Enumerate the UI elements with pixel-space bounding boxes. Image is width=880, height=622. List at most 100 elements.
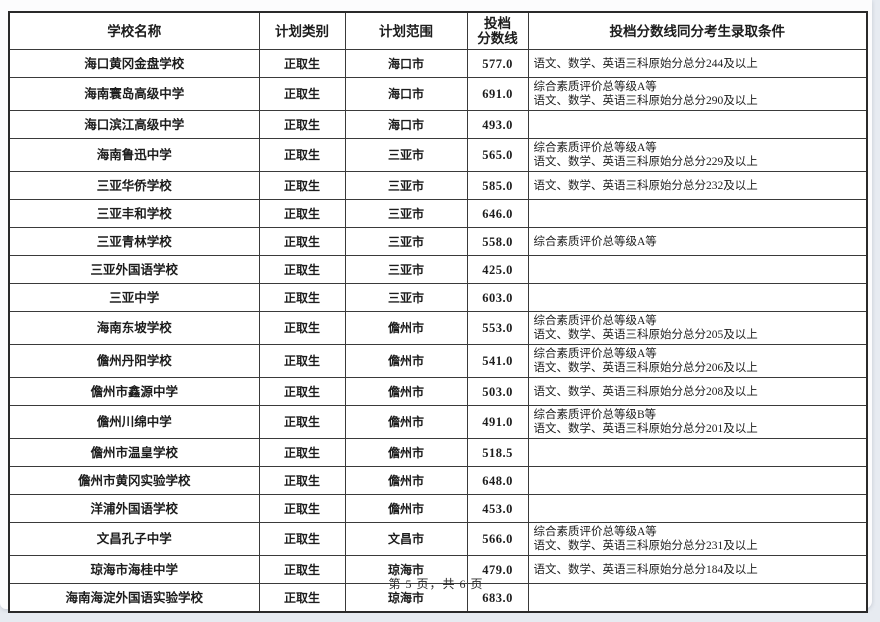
plan-type-cell: 正取生 xyxy=(258,227,346,256)
school-name-cell: 海南东坡学校 xyxy=(8,311,260,345)
plan-scope-cell: 儋州市 xyxy=(344,466,468,495)
plan-type-cell: 正取生 xyxy=(258,438,346,467)
score-cell: 577.0 xyxy=(466,49,529,78)
plan-type-cell: 正取生 xyxy=(258,171,346,200)
conditions-cell xyxy=(527,466,868,495)
plan-scope-cell: 儋州市 xyxy=(344,311,468,345)
school-name-cell: 三亚丰和学校 xyxy=(8,199,260,228)
school-name-cell: 儋州市温皇学校 xyxy=(8,438,260,467)
plan-type-cell: 正取生 xyxy=(258,466,346,495)
plan-scope-cell: 儋州市 xyxy=(344,438,468,467)
plan-scope-cell: 海口市 xyxy=(344,110,468,139)
table-row: 海南东坡学校 正取生 儋州市 553.0 综合素质评价总等级A等 语文、数学、英语三科原始… xyxy=(8,311,868,345)
document-page: 学校名称 计划类别 计划范围 投档 分数线 投档分数线同分考生录取条件 海口黄冈… xyxy=(0,0,872,613)
condition-line: 语文、数学、英语三科原始分总分184及以上 xyxy=(533,563,758,576)
table-row: 海南海淀外国语实验学校 正取生 琼海市 683.0 xyxy=(8,583,868,613)
score-cell: 585.0 xyxy=(466,171,529,200)
score-cell: 491.0 xyxy=(466,405,529,439)
plan-type-cell: 正取生 xyxy=(258,110,346,139)
plan-type-cell: 正取生 xyxy=(258,583,346,613)
school-name-cell: 三亚青林学校 xyxy=(8,227,260,256)
admission-score-table: 学校名称 计划类别 计划范围 投档 分数线 投档分数线同分考生录取条件 海口黄冈… xyxy=(8,11,868,613)
plan-scope-cell: 海口市 xyxy=(344,77,468,111)
school-name-cell: 儋州丹阳学校 xyxy=(8,344,260,378)
condition-line: 语文、数学、英语三科原始分总分229及以上 xyxy=(533,156,758,168)
score-cell: 648.0 xyxy=(466,466,529,495)
plan-type-cell: 正取生 xyxy=(258,311,346,345)
header-school-name: 学校名称 xyxy=(8,11,260,50)
conditions-cell xyxy=(527,199,868,228)
school-name-cell: 儋州市黄冈实验学校 xyxy=(8,466,260,495)
school-name-cell: 文昌孔子中学 xyxy=(8,522,260,556)
conditions-cell xyxy=(527,110,868,139)
score-cell: 541.0 xyxy=(466,344,529,378)
score-table-body: 海口黄冈金盘学校 正取生 海口市 577.0 语文、数学、英语三科原始分总分244及以上… xyxy=(8,49,868,613)
table-row: 儋州市黄冈实验学校 正取生 儋州市 648.0 xyxy=(8,466,868,495)
score-cell: 553.0 xyxy=(466,311,529,345)
condition-line: 综合素质评价总等级A等 xyxy=(533,81,657,93)
plan-type-cell: 正取生 xyxy=(258,283,346,312)
score-cell: 518.5 xyxy=(466,438,529,467)
school-name-cell: 海南鲁迅中学 xyxy=(8,138,260,172)
plan-scope-cell: 三亚市 xyxy=(344,138,468,172)
table-row: 海南寰岛高级中学 正取生 海口市 691.0 综合素质评价总等级A等 语文、数学、英语三科… xyxy=(8,77,868,111)
table-row: 三亚丰和学校 正取生 三亚市 646.0 xyxy=(8,199,868,228)
plan-type-cell: 正取生 xyxy=(258,77,346,111)
school-name-cell: 三亚华侨学校 xyxy=(8,171,260,200)
condition-line: 综合素质评价总等级A等 xyxy=(533,526,657,538)
header-score-line: 投档 分数线 xyxy=(466,11,529,50)
score-cell: 603.0 xyxy=(466,283,529,312)
plan-scope-cell: 文昌市 xyxy=(344,522,468,556)
condition-line: 语文、数学、英语三科原始分总分205及以上 xyxy=(533,329,758,341)
header-plan-scope: 计划范围 xyxy=(344,11,468,50)
condition-line: 语文、数学、英语三科原始分总分231及以上 xyxy=(533,540,758,552)
plan-scope-cell: 儋州市 xyxy=(344,344,468,378)
condition-line: 综合素质评价总等级A等 xyxy=(533,348,657,360)
table-row: 三亚中学 正取生 三亚市 603.0 xyxy=(8,283,868,312)
school-name-cell: 海口黄冈金盘学校 xyxy=(8,49,260,78)
table-row: 海口黄冈金盘学校 正取生 海口市 577.0 语文、数学、英语三科原始分总分244及以上 xyxy=(8,49,868,78)
score-cell: 493.0 xyxy=(466,110,529,139)
plan-type-cell: 正取生 xyxy=(258,377,346,406)
conditions-cell xyxy=(527,438,868,467)
condition-line: 综合素质评价总等级A等 xyxy=(533,142,657,154)
plan-scope-cell: 三亚市 xyxy=(344,199,468,228)
conditions-cell: 语文、数学、英语三科原始分总分184及以上 xyxy=(527,555,868,584)
plan-scope-cell: 三亚市 xyxy=(344,283,468,312)
conditions-cell xyxy=(527,255,868,284)
score-cell: 565.0 xyxy=(466,138,529,172)
table-row: 海口滨江高级中学 正取生 海口市 493.0 xyxy=(8,110,868,139)
conditions-cell xyxy=(527,494,868,523)
score-cell: 683.0 xyxy=(466,583,529,613)
conditions-cell xyxy=(527,283,868,312)
plan-scope-cell: 三亚市 xyxy=(344,171,468,200)
table-row: 三亚青林学校 正取生 三亚市 558.0 综合素质评价总等级A等 xyxy=(8,227,868,256)
plan-scope-cell: 三亚市 xyxy=(344,255,468,284)
score-cell: 691.0 xyxy=(466,77,529,111)
condition-line: 语文、数学、英语三科原始分总分208及以上 xyxy=(533,385,758,398)
plan-type-cell: 正取生 xyxy=(258,555,346,584)
header-plan-type: 计划类别 xyxy=(258,11,346,50)
score-cell: 646.0 xyxy=(466,199,529,228)
school-name-cell: 海口滨江高级中学 xyxy=(8,110,260,139)
table-row: 儋州丹阳学校 正取生 儋州市 541.0 综合素质评价总等级A等 语文、数学、英语三科原始… xyxy=(8,344,868,378)
plan-type-cell: 正取生 xyxy=(258,255,346,284)
plan-type-cell: 正取生 xyxy=(258,522,346,556)
school-name-cell: 琼海市海桂中学 xyxy=(8,555,260,584)
condition-line: 语文、数学、英语三科原始分总分206及以上 xyxy=(533,362,758,374)
plan-scope-cell: 琼海市 xyxy=(344,583,468,613)
conditions-cell: 综合素质评价总等级A等 语文、数学、英语三科原始分总分290及以上 xyxy=(527,77,868,111)
conditions-cell: 综合素质评价总等级A等语文、数学、英语三科原始分总分229及以上 xyxy=(527,138,868,172)
conditions-cell: 综合素质评价总等级A等语文、数学、英语三科原始分总分231及以上 xyxy=(527,522,868,556)
conditions-cell: 综合素质评价总等级A等语文、数学、英语三科原始分总分206及以上 xyxy=(527,344,868,378)
table-row: 洋浦外国语学校 正取生 儋州市 453.0 xyxy=(8,494,868,523)
page-number-footer: 第 5 页，共 6 页 xyxy=(388,577,484,591)
school-name-cell: 儋州市鑫源中学 xyxy=(8,377,260,406)
school-name-cell: 儋州川绵中学 xyxy=(8,405,260,439)
plan-type-cell: 正取生 xyxy=(258,405,346,439)
plan-scope-cell: 三亚市 xyxy=(344,227,468,256)
table-row: 琼海市海桂中学 正取生 琼海市 479.0 语文、数学、英语三科原始分总分184及以上 xyxy=(8,555,868,584)
table-row: 三亚华侨学校 正取生 三亚市 585.0 语文、数学、英语三科原始分总分232及以上 xyxy=(8,171,868,200)
plan-scope-cell: 海口市 xyxy=(344,49,468,78)
score-cell: 479.0 xyxy=(466,555,529,584)
